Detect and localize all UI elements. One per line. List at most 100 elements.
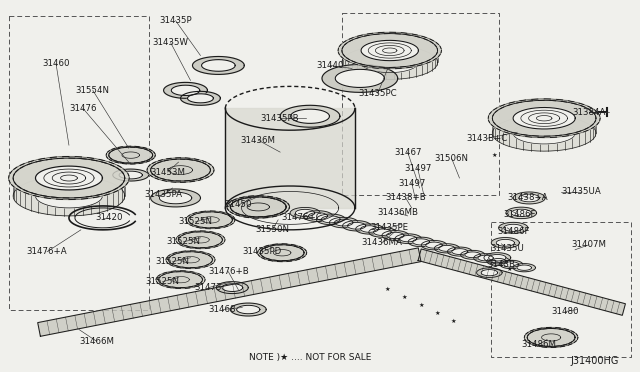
Polygon shape — [322, 64, 397, 92]
Polygon shape — [172, 276, 189, 283]
Text: 31438+A: 31438+A — [507, 193, 548, 202]
Polygon shape — [361, 40, 419, 61]
Text: 31436M: 31436M — [241, 136, 276, 145]
Text: 31486F: 31486F — [497, 227, 529, 236]
Polygon shape — [382, 231, 409, 240]
Text: 31435PA: 31435PA — [145, 190, 182, 199]
Polygon shape — [500, 260, 523, 269]
Polygon shape — [106, 146, 156, 164]
Polygon shape — [168, 166, 193, 174]
Polygon shape — [159, 192, 192, 204]
Polygon shape — [186, 211, 235, 229]
Polygon shape — [452, 248, 468, 254]
Polygon shape — [119, 171, 142, 179]
Polygon shape — [524, 327, 578, 347]
Text: NOTE )★ .... NOT FOR SALE: NOTE )★ .... NOT FOR SALE — [249, 353, 371, 362]
Text: 31435PD: 31435PD — [243, 247, 282, 256]
Polygon shape — [164, 82, 207, 98]
Polygon shape — [172, 85, 200, 96]
Text: 31467: 31467 — [394, 148, 421, 157]
Text: 31525N: 31525N — [179, 217, 212, 227]
Polygon shape — [342, 45, 438, 79]
Polygon shape — [461, 250, 484, 259]
Text: 31550N: 31550N — [255, 225, 289, 234]
Polygon shape — [280, 105, 340, 127]
Polygon shape — [496, 239, 515, 246]
Text: 31525N: 31525N — [145, 277, 180, 286]
Polygon shape — [348, 222, 366, 229]
Polygon shape — [193, 57, 244, 74]
Polygon shape — [484, 253, 511, 263]
Text: 31436MA: 31436MA — [362, 238, 402, 247]
Text: 31438+B: 31438+B — [385, 193, 426, 202]
Polygon shape — [504, 224, 523, 231]
Text: 31476+A: 31476+A — [27, 247, 67, 256]
Polygon shape — [342, 221, 371, 231]
Text: ★: ★ — [402, 295, 408, 300]
Text: 31525N: 31525N — [166, 237, 200, 246]
Polygon shape — [477, 268, 502, 278]
Text: 31476+B: 31476+B — [208, 267, 249, 276]
Polygon shape — [504, 262, 519, 267]
Polygon shape — [506, 207, 536, 219]
Polygon shape — [488, 99, 600, 138]
Text: 31473: 31473 — [195, 283, 222, 292]
Polygon shape — [330, 217, 358, 228]
Polygon shape — [9, 157, 129, 199]
Polygon shape — [35, 166, 102, 190]
Polygon shape — [421, 240, 447, 250]
Text: ★: ★ — [451, 319, 456, 324]
Text: 31453M: 31453M — [150, 167, 185, 177]
Text: 31450: 31450 — [225, 201, 252, 209]
Polygon shape — [176, 231, 225, 249]
Text: 31435UA: 31435UA — [561, 187, 601, 196]
Text: ★: ★ — [435, 311, 440, 316]
Polygon shape — [488, 99, 600, 138]
Text: ★: ★ — [385, 287, 390, 292]
Polygon shape — [303, 211, 333, 221]
Text: 31525N: 31525N — [156, 257, 189, 266]
Polygon shape — [519, 194, 540, 202]
Polygon shape — [225, 108, 355, 208]
Polygon shape — [374, 229, 391, 235]
Polygon shape — [150, 189, 200, 207]
Text: 31480: 31480 — [551, 307, 579, 316]
Polygon shape — [35, 184, 102, 208]
Polygon shape — [227, 196, 289, 218]
Polygon shape — [492, 115, 596, 151]
Text: 31435U: 31435U — [490, 244, 524, 253]
Polygon shape — [439, 246, 455, 251]
Polygon shape — [488, 254, 506, 261]
Text: ★: ★ — [419, 303, 424, 308]
Polygon shape — [147, 158, 214, 182]
Text: 31497: 31497 — [404, 164, 431, 173]
Text: 31440: 31440 — [316, 61, 344, 70]
Text: 3143B: 3143B — [487, 260, 515, 269]
Text: J31400HG: J31400HG — [570, 356, 619, 366]
Polygon shape — [541, 334, 561, 341]
Polygon shape — [492, 238, 519, 248]
Text: 31435PE: 31435PE — [371, 223, 409, 232]
Polygon shape — [156, 271, 205, 289]
Polygon shape — [487, 257, 510, 266]
Text: 31506N: 31506N — [435, 154, 468, 163]
Text: 31468: 31468 — [209, 305, 236, 314]
Polygon shape — [166, 251, 215, 269]
Text: 31476: 31476 — [69, 104, 97, 113]
Polygon shape — [418, 249, 625, 315]
Text: 31554N: 31554N — [76, 86, 110, 95]
Text: 31435P: 31435P — [159, 16, 192, 25]
Polygon shape — [257, 244, 307, 262]
Polygon shape — [513, 264, 536, 272]
Text: 31466M: 31466M — [79, 337, 115, 346]
Polygon shape — [38, 248, 421, 336]
Polygon shape — [513, 192, 545, 204]
Text: 31435W: 31435W — [152, 38, 189, 47]
Polygon shape — [122, 152, 140, 158]
Polygon shape — [290, 208, 320, 218]
Text: 31486M: 31486M — [522, 340, 557, 349]
Text: 3143B+C: 3143B+C — [467, 134, 508, 143]
Polygon shape — [316, 214, 346, 225]
Polygon shape — [273, 250, 291, 256]
Text: ★: ★ — [506, 267, 512, 272]
